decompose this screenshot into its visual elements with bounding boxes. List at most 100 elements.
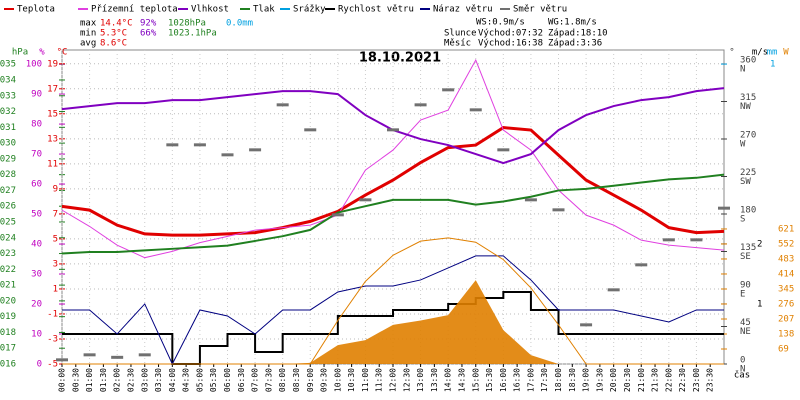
- direction-dash: [56, 358, 68, 362]
- x-tick-label: 06:30: [237, 368, 246, 392]
- x-tick-label: 05:30: [209, 368, 218, 392]
- y-tick-label: 50: [31, 210, 42, 220]
- series-line: [61, 173, 725, 255]
- y-tick-label: 1016: [0, 360, 16, 370]
- x-tick-label: 04:00: [168, 368, 177, 392]
- direction-dash: [359, 198, 372, 202]
- compass-label: N: [740, 65, 745, 75]
- y-tick-label: -3: [47, 334, 58, 344]
- x-tick-label: 03:30: [154, 368, 163, 392]
- x-tick-label: 07:30: [264, 368, 273, 392]
- direction-dash: [387, 128, 399, 132]
- y-tick-label: 2: [757, 239, 762, 249]
- legend-label: Přízemní teplota: [91, 5, 178, 15]
- x-tick-label: 13:30: [430, 368, 439, 392]
- y-tick-label: 19: [47, 59, 58, 69]
- x-tick-label: 19:00: [582, 368, 591, 392]
- compass-label: S: [740, 215, 745, 225]
- y-tick-label: 1025: [0, 217, 16, 227]
- x-tick-label: 23:00: [692, 368, 701, 392]
- y-tick-label: 1035: [0, 60, 16, 70]
- y-tick-label: 45: [740, 318, 751, 328]
- legend-label: Srážky: [293, 5, 326, 15]
- info-text: Východ:07:32: [478, 29, 543, 39]
- stat-text: 5.3°C: [100, 29, 127, 39]
- direction-dash: [331, 213, 344, 217]
- x-tick-label: 04:30: [182, 368, 191, 392]
- x-tick-label: 02:00: [113, 368, 122, 392]
- y-tick-label: 1: [757, 299, 762, 309]
- direction-dash: [635, 263, 648, 267]
- y-tick-label: -1: [47, 309, 58, 319]
- stat-text: avg: [80, 39, 96, 49]
- series-line: [61, 126, 725, 237]
- legend-label: Teplota: [17, 5, 55, 15]
- info-text: Měsíc: [444, 39, 471, 49]
- axis-unit-label: m/s: [752, 48, 768, 58]
- y-tick-label: 20: [31, 300, 42, 310]
- x-tick-label: 13:00: [416, 368, 425, 392]
- y-tick-label: 270: [740, 131, 756, 141]
- direction-dash: [662, 238, 675, 242]
- y-tick-label: -5: [47, 360, 58, 370]
- stat-text: 92%: [140, 19, 157, 29]
- x-axis-label: čas: [734, 370, 750, 381]
- x-tick-label: 05:00: [195, 368, 204, 392]
- compass-label: SE: [740, 252, 751, 262]
- info-text: Západ:18:10: [548, 29, 608, 39]
- y-tick-label: 30: [31, 270, 42, 280]
- x-tick-label: 18:00: [554, 368, 563, 392]
- x-tick-label: 11:30: [375, 368, 384, 392]
- x-tick-label: 08:00: [278, 368, 287, 392]
- series-line: [62, 237, 724, 365]
- y-tick-label: 135: [740, 243, 756, 253]
- x-tick-label: 21:30: [651, 368, 660, 392]
- direction-dash: [166, 143, 179, 147]
- direction-dash: [718, 206, 730, 210]
- info-text: WS:0.9m/s: [476, 18, 525, 28]
- y-tick-label: 7: [53, 209, 58, 219]
- y-tick-label: 40: [31, 240, 42, 250]
- direction-dash: [414, 103, 427, 107]
- y-tick-label: 1023: [0, 249, 16, 259]
- x-tick-label: 15:00: [471, 368, 480, 392]
- x-tick-label: 09:30: [320, 368, 329, 392]
- x-tick-label: 07:00: [251, 368, 260, 392]
- legend-label: Rychlost větru: [338, 5, 414, 15]
- y-tick-label: 1028: [0, 170, 16, 180]
- x-tick-label: 20:00: [609, 368, 618, 392]
- x-tick-label: 15:30: [485, 368, 494, 392]
- direction-dash: [249, 148, 262, 152]
- direction-dash: [469, 108, 482, 112]
- series-line: [61, 58, 725, 259]
- compass-label: W: [740, 140, 746, 150]
- y-tick-label: 10: [31, 330, 42, 340]
- y-tick-label: 13: [47, 134, 58, 144]
- y-tick-label: 100: [26, 60, 42, 70]
- y-tick-label: 552: [778, 239, 794, 249]
- y-tick-label: 5: [53, 234, 58, 244]
- y-tick-label: 1026: [0, 202, 16, 212]
- stat-text: 66%: [140, 29, 157, 39]
- direction-dash: [524, 198, 537, 202]
- y-tick-label: 138: [778, 329, 794, 339]
- y-tick-label: 414: [778, 269, 794, 279]
- x-tick-label: 10:30: [347, 368, 356, 392]
- x-tick-label: 11:00: [361, 368, 370, 392]
- y-tick-label: 1029: [0, 154, 16, 164]
- legend-label: Směr větru: [513, 5, 567, 15]
- y-tick-label: 1024: [0, 233, 16, 243]
- x-tick-label: 12:00: [389, 368, 398, 392]
- direction-dash: [111, 355, 124, 359]
- y-tick-label: 60: [31, 180, 42, 190]
- info-text: WG:1.8m/s: [548, 18, 597, 28]
- compass-label: NW: [740, 102, 751, 112]
- compass-label: N: [740, 365, 745, 375]
- x-tick-label: 16:30: [513, 368, 522, 392]
- stat-text: 1023.1hPa: [168, 29, 217, 39]
- direction-dash: [690, 238, 703, 242]
- y-tick-label: 1: [770, 60, 775, 70]
- x-tick-label: 06:00: [223, 368, 232, 392]
- y-tick-label: 1033: [0, 91, 16, 101]
